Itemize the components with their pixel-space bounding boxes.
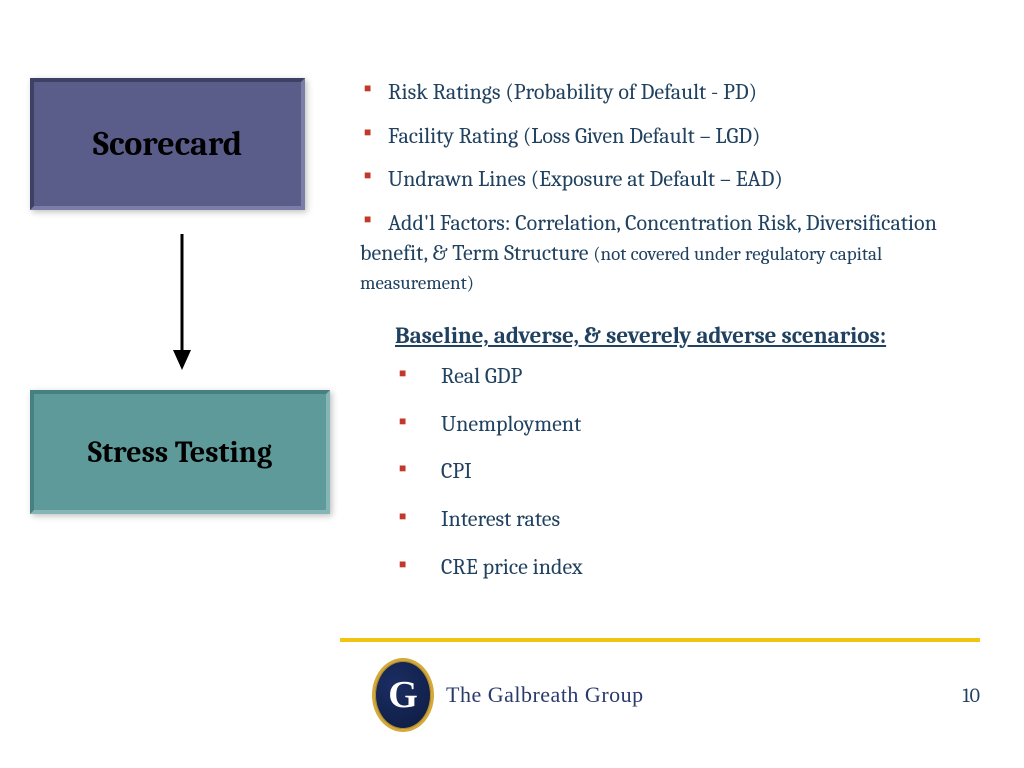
list-item: Real GDP [395,362,955,392]
scorecard-label: Scorecard [93,124,242,164]
scorecard-bullet-list: Risk Ratings (Probability of Default - P… [360,78,980,312]
logo-letter: G [388,673,418,717]
logo-text: The Galbreath Group [446,682,644,708]
list-item: CPI [395,457,955,487]
stress-testing-box: Stress Testing [30,390,330,514]
list-item: CRE price index [395,553,955,583]
gold-divider [340,638,980,642]
list-item: Interest rates [395,505,955,535]
list-item: Unemployment [395,410,955,440]
list-item: Undrawn Lines (Exposure at Default – EAD… [360,165,980,195]
company-logo: G The Galbreath Group [372,658,644,732]
logo-oval-icon: G [372,658,434,732]
stress-bullet-list: Real GDP Unemployment CPI Interest rates… [395,362,955,600]
scorecard-box: Scorecard [30,78,305,210]
list-item: Add'l Factors: Correlation, Concentratio… [360,209,980,298]
footer: G The Galbreath Group 10 [0,658,1024,738]
arrow-down [170,230,194,370]
page-number: 10 [962,684,980,707]
list-item: Facility Rating (Loss Given Default – LG… [360,122,980,152]
list-item: Risk Ratings (Probability of Default - P… [360,78,980,108]
stress-scenarios-heading: Baseline, adverse, & severely adverse sc… [395,322,886,349]
stress-testing-label: Stress Testing [88,435,272,470]
